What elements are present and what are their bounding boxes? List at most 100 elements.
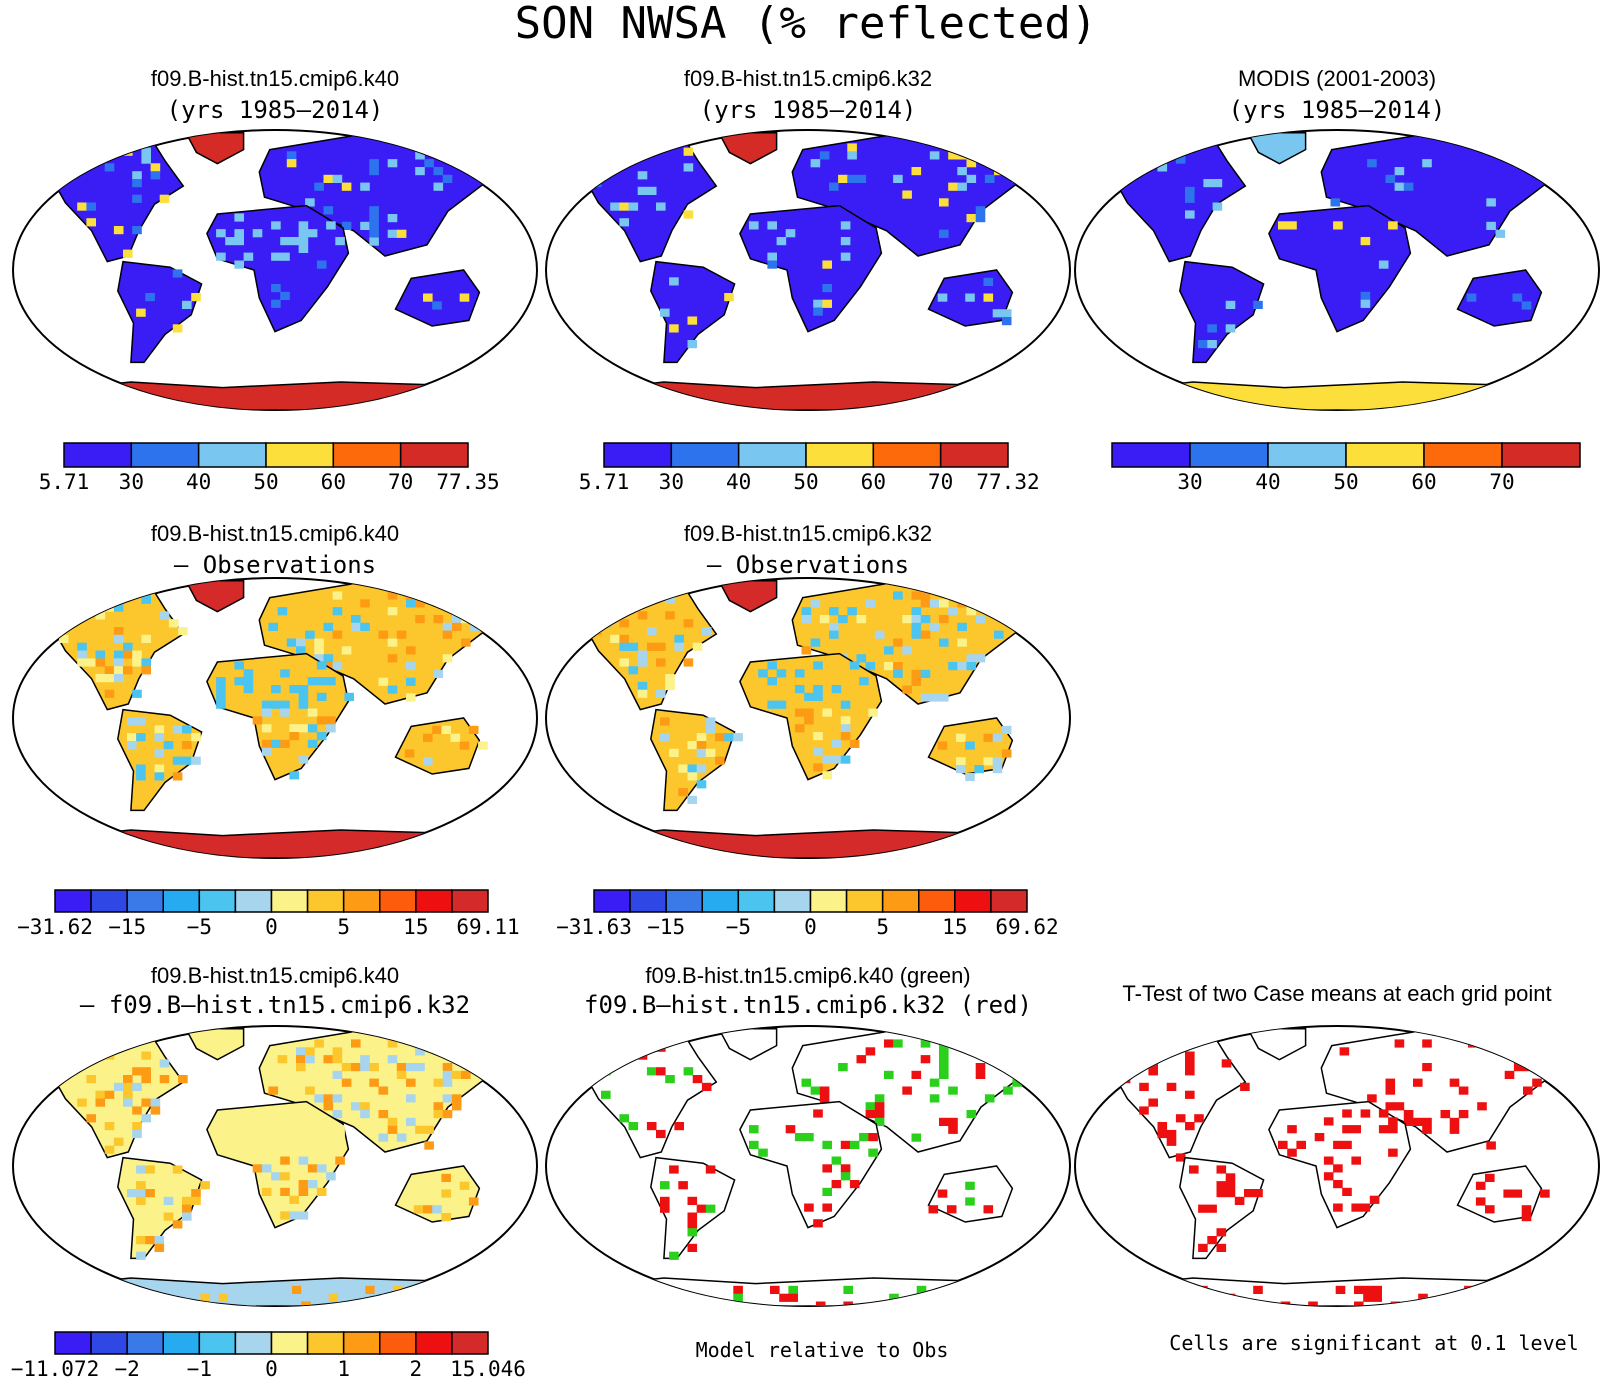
colorbar-tick-label: 50	[1333, 470, 1358, 494]
continent-greenland	[1246, 132, 1307, 165]
colorbar-swatch	[1189, 442, 1269, 468]
colorbar-tick-label: 15.046	[450, 1357, 526, 1381]
colorbar-swatch	[332, 442, 402, 468]
colorbar-swatch	[270, 1331, 309, 1355]
colorbar-swatch	[379, 1331, 417, 1355]
colorbar-swatch	[54, 889, 92, 913]
colorbar-swatch	[809, 889, 848, 913]
map-panel: f09.B-hist.tn15.cmip6.k40 (green) f09.B—h…	[545, 963, 1071, 1307]
colorbar-tick-label: 40	[1255, 470, 1280, 494]
colorbar-swatch	[234, 1331, 273, 1355]
colorbar-swatch	[198, 889, 237, 913]
colorbar-swatch	[162, 889, 201, 913]
continent-antarctica	[23, 829, 529, 858]
colorbar-tick-label: 69.62	[995, 915, 1058, 939]
colorbar-tick-label: −15	[108, 915, 146, 939]
continent-antarctica	[23, 1277, 529, 1306]
continent-samerica	[117, 260, 203, 364]
colorbar-swatch	[1423, 442, 1503, 468]
colorbar-swatch	[399, 442, 469, 468]
colorbar-tick-label: 30	[119, 470, 144, 494]
colorbar-swatch	[881, 889, 920, 913]
colorbar-tick-label: 5.71	[39, 470, 90, 494]
colorbar-swatch	[90, 889, 128, 913]
colorbar: 5.71 30 40 50 60 70 77.35	[39, 442, 500, 494]
colorbar-tick-label: 50	[253, 470, 278, 494]
colorbar-swatch	[939, 442, 1009, 468]
colorbar-tick-label: 2	[410, 1357, 423, 1381]
continent-antarctica	[556, 381, 1062, 410]
colorbar-swatch	[306, 889, 345, 913]
panel-subtitle: f09.B—hist.tn15.cmip6.k32 (red)	[584, 991, 1032, 1019]
colorbar-swatch	[773, 889, 812, 913]
map-panel: f09.B-hist.tn15.cmip6.k40 — Observations	[12, 521, 538, 859]
colorbar-tick-label: 40	[186, 470, 211, 494]
panel-title: f09.B-hist.tn15.cmip6.k32	[684, 521, 932, 546]
colorbar-swatch	[701, 889, 740, 913]
continent-antarctica	[1085, 381, 1591, 410]
colorbar: −31.63 −15 −5 0 5 15 69.62	[556, 889, 1059, 939]
colorbar-tick-label: 0	[265, 1357, 278, 1381]
colorbar-tick-label: 5	[876, 915, 889, 939]
colorbar-tick-label: 15	[942, 915, 967, 939]
colorbar-tick-label: 1	[337, 1357, 350, 1381]
panel-subtitle: — f09.B—hist.tn15.cmip6.k32	[80, 991, 470, 1019]
panel-title: f09.B-hist.tn15.cmip6.k40 (green)	[645, 963, 970, 988]
panel-subtitle: — Observations	[707, 551, 909, 579]
colorbar-swatch	[342, 1331, 381, 1355]
colorbar-swatch	[198, 1331, 237, 1355]
colorbar-swatch	[990, 889, 1028, 913]
colorbar-swatch	[872, 442, 942, 468]
panel-subtitle: (yrs 1985—2014)	[700, 96, 917, 124]
colorbar-swatch	[126, 1331, 164, 1355]
colorbar-swatch	[451, 1331, 489, 1355]
continent-greenland	[717, 580, 778, 613]
colorbar-tick-label: −15	[647, 915, 685, 939]
colorbar-swatch	[90, 1331, 128, 1355]
colorbar-swatch	[805, 442, 875, 468]
panel-subtitle: (yrs 1985—2014)	[167, 96, 384, 124]
colorbar-tick-label: −5	[187, 915, 212, 939]
colorbar: 30 40 50 60 70	[1111, 442, 1581, 494]
map-panels: f09.B-hist.tn15.cmip6.k40 (yrs 1985—2014)…	[12, 66, 1600, 1307]
colorbar-tick-label: 60	[321, 470, 346, 494]
colorbar-swatch	[665, 889, 704, 913]
colorbars: 5.71 30 40 50 60 70 77.35 5.71 30 40 50 60 70 77.32 30…	[11, 442, 1581, 1381]
panel-title: T-Test of two Case means at each grid po…	[1122, 981, 1551, 1006]
continent-greenland	[184, 1028, 245, 1061]
colorbar-tick-label: 60	[1411, 470, 1436, 494]
colorbar-swatch	[415, 1331, 453, 1355]
colorbar-tick-label: 15	[403, 915, 428, 939]
colorbar-swatch	[342, 889, 381, 913]
colorbar-swatch	[1111, 442, 1191, 468]
colorbar-tick-label: −5	[726, 915, 751, 939]
colorbar-swatch	[379, 889, 417, 913]
colorbar-tick-label: −31.63	[556, 915, 632, 939]
map-panel: T-Test of two Case means at each grid po…	[1074, 981, 1600, 1307]
colorbar-tick-label: 30	[1177, 470, 1202, 494]
colorbar-swatch	[737, 889, 776, 913]
map-panel: f09.B-hist.tn15.cmip6.k32 (yrs 1985—2014)	[545, 66, 1071, 411]
colorbar-swatch	[54, 1331, 92, 1355]
panel-title: f09.B-hist.tn15.cmip6.k40	[151, 66, 399, 91]
colorbar-tick-label: 40	[726, 470, 751, 494]
continent-samerica	[1179, 260, 1265, 364]
colorbar-swatch	[234, 889, 273, 913]
colorbar-swatch	[845, 889, 884, 913]
colorbar-tick-label: −11.072	[11, 1357, 100, 1381]
colorbar-swatch	[451, 889, 489, 913]
continent-greenland	[717, 1028, 778, 1061]
relative-footnote: Model relative to Obs	[696, 1338, 949, 1362]
colorbar-tick-label: 50	[793, 470, 818, 494]
colorbar-swatch	[918, 889, 956, 913]
continent-greenland	[717, 132, 778, 165]
continent-antarctica	[556, 1277, 1062, 1306]
colorbar-tick-label: 5	[337, 915, 350, 939]
panel-title: f09.B-hist.tn15.cmip6.k32	[684, 66, 932, 91]
colorbar: 5.71 30 40 50 60 70 77.32	[579, 442, 1040, 494]
colorbar-tick-label: −1	[187, 1357, 212, 1381]
colorbar-swatch	[670, 442, 740, 468]
ttest-footnote: Cells are significant at 0.1 level	[1169, 1331, 1578, 1355]
colorbar-swatch	[197, 442, 267, 468]
